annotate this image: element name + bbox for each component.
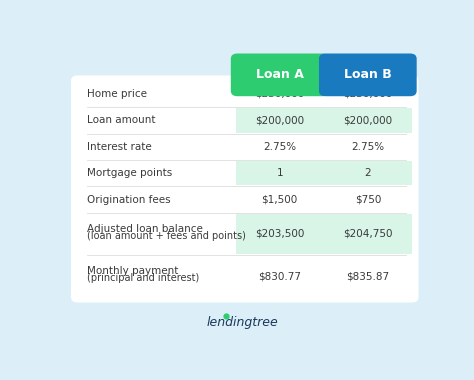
Text: $830.77: $830.77 [258,271,301,281]
Text: $200,000: $200,000 [255,115,304,125]
FancyBboxPatch shape [236,108,412,133]
Text: Loan A: Loan A [255,68,304,81]
Text: $250,000: $250,000 [255,89,304,99]
Text: Origination fees: Origination fees [87,195,171,204]
Text: (principal and interest): (principal and interest) [87,274,199,283]
Text: Loan B: Loan B [344,68,392,81]
Text: $1,500: $1,500 [262,195,298,204]
FancyBboxPatch shape [236,161,412,185]
Text: lendingtree: lendingtree [207,316,279,329]
Text: $203,500: $203,500 [255,229,304,239]
Text: 1: 1 [276,168,283,178]
FancyBboxPatch shape [71,76,419,302]
Text: Monthly payment: Monthly payment [87,266,178,276]
Text: Interest rate: Interest rate [87,142,152,152]
Text: Mortgage points: Mortgage points [87,168,172,178]
Text: Home price: Home price [87,89,147,99]
Text: $204,750: $204,750 [343,229,392,239]
Text: Loan amount: Loan amount [87,115,155,125]
Text: $835.87: $835.87 [346,271,389,281]
Text: (loan amount + fees and points): (loan amount + fees and points) [87,231,246,241]
Text: 2: 2 [365,168,371,178]
Text: 2.75%: 2.75% [263,142,296,152]
FancyBboxPatch shape [231,54,328,96]
Text: $750: $750 [355,195,381,204]
Text: $250,000: $250,000 [343,89,392,99]
Text: 2.75%: 2.75% [351,142,384,152]
Text: $200,000: $200,000 [343,115,392,125]
FancyBboxPatch shape [236,214,412,254]
FancyBboxPatch shape [319,54,417,96]
Text: Adjusted loan balance: Adjusted loan balance [87,223,203,234]
